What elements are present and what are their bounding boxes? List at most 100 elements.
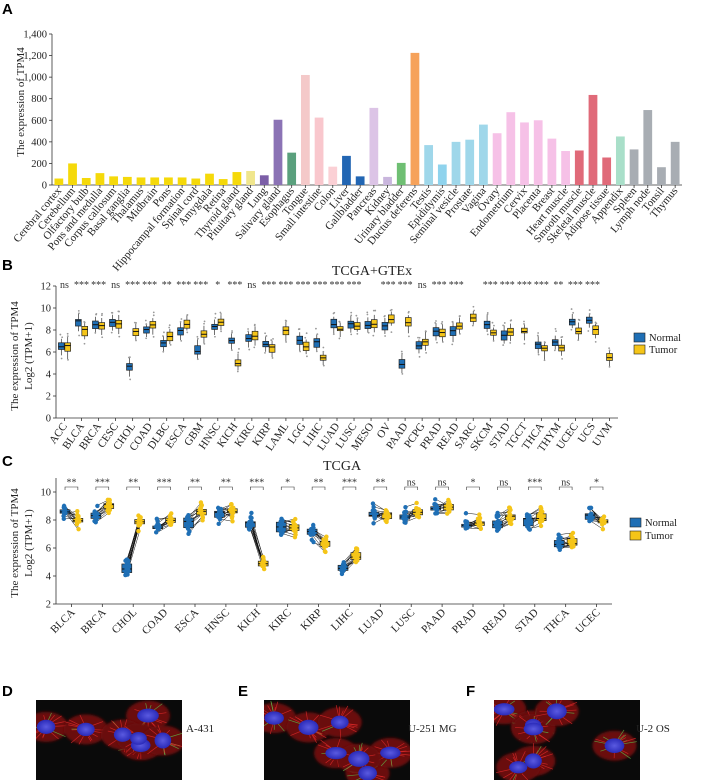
box-normal-skcm-outlier — [486, 333, 489, 336]
box-normal-acc-outlier — [60, 357, 63, 360]
paired-chart-ylabel: The expression of TPM4 — [9, 488, 21, 598]
box-chart-ylabel: The expression of TPM4 — [9, 301, 21, 411]
image-u251mg-filament — [305, 711, 309, 722]
paired-chart-x-tick-label: KIRC — [267, 607, 294, 634]
box-normal-cesc-outlier — [110, 331, 113, 334]
box-tumor-gbm-outlier — [203, 343, 206, 345]
box-tumor-lusc-outlier — [356, 317, 359, 320]
point-tumor-kich — [261, 555, 266, 560]
bar-pancreas — [369, 107, 379, 185]
box-tumor-lgg-outlier — [306, 355, 308, 358]
box-normal-lusc-outlier — [350, 314, 353, 317]
bar-chart-y-tick-label: 600 — [31, 116, 47, 127]
point-normal-lusc — [402, 516, 407, 522]
point-tumor-prad — [477, 515, 483, 521]
box-normal-coad-outlier — [145, 337, 148, 340]
box-normal-acc-outlier — [61, 336, 64, 339]
box-chart-legend: Normal Tumor — [633, 332, 681, 356]
pair-line-thca — [559, 532, 573, 535]
point-tumor-kirc — [291, 525, 296, 530]
box-normal-gbm-outlier — [197, 337, 199, 340]
image-u2os-filament — [506, 700, 510, 705]
paired-chart-y-tick-label: 6 — [46, 544, 51, 555]
image-u251mg-filament — [381, 739, 388, 748]
point-normal-lusc — [402, 520, 407, 525]
box-tumor-prad-outlier — [440, 322, 443, 325]
box-tumor-ucs — [592, 325, 599, 335]
point-tumor-thca — [568, 533, 574, 538]
box-tumor-cesc-outlier — [117, 310, 120, 313]
box-normal-kirp-outlier — [265, 335, 268, 337]
cell-line-label-a431: A-431 — [186, 723, 214, 735]
bar-cerebellum — [68, 163, 77, 185]
box-normal-lihc-outlier — [316, 333, 319, 335]
bar-thyroid-gland — [232, 172, 242, 185]
image-u2os-nucleus — [523, 722, 544, 736]
significance-blca: ** — [66, 478, 76, 489]
box-normal-ov-outlier — [384, 314, 386, 317]
bar-seminal-vesicle — [451, 141, 461, 185]
box-normal-pcpg — [415, 341, 423, 350]
box-normal-ucec-outlier — [572, 311, 575, 314]
image-u2os-filament — [494, 704, 498, 707]
significance-ov: *** — [381, 280, 396, 291]
box-chart-x-tick-label: UVM — [590, 421, 615, 449]
point-tumor-blca — [75, 519, 80, 525]
point-tumor-stad — [538, 523, 544, 529]
significance-bracket — [64, 486, 79, 490]
box-tumor-ov-outlier — [390, 331, 393, 334]
image-u2os — [494, 700, 640, 780]
bar-vagina — [479, 124, 488, 185]
image-a431-filament — [79, 714, 85, 724]
box-normal-read-outlier — [451, 320, 454, 323]
paired-chart-ylabel-unit: Log2 (TPM+1) — [23, 509, 35, 577]
significance-ucec: *** — [568, 280, 583, 291]
box-tumor-tgct — [521, 327, 528, 334]
significance-bracket — [435, 486, 449, 490]
box-normal-meso-outlier — [367, 331, 370, 334]
significance-bracket — [188, 486, 202, 490]
image-u2os-filament — [558, 717, 563, 726]
box-tumor-chol-outlier — [133, 321, 136, 324]
box-tumor-lusc-outlier — [356, 332, 359, 335]
image-u251mg-filament — [325, 757, 333, 764]
paired-chart-x-tick-label: THCA — [542, 607, 572, 637]
box-normal-paad — [398, 359, 406, 369]
paired-chart-title: TCGA — [323, 459, 362, 474]
point-tumor-esca — [200, 518, 205, 523]
significance-stad: *** — [527, 478, 542, 489]
bar-retina — [218, 179, 228, 185]
image-u251mg-filament — [325, 744, 332, 749]
image-u251mg-filament — [390, 759, 393, 767]
bar-amygdala — [205, 173, 214, 185]
significance-prad: *** — [432, 280, 447, 291]
significance-esca: ** — [190, 478, 200, 489]
box-tumor-ucec-outlier — [577, 318, 580, 321]
image-a431-filament — [157, 729, 161, 734]
box-tumor-kich-outlier — [238, 348, 240, 350]
box-normal-prad — [432, 327, 440, 337]
box-tumor-skcm-outlier — [493, 324, 495, 327]
significance-esca: *** — [176, 280, 191, 291]
point-normal-lihc — [341, 565, 346, 571]
box-tumor-uvm-outlier — [608, 365, 611, 368]
point-normal-esca — [186, 513, 191, 518]
box-tumor-hnsc-outlier — [220, 313, 222, 315]
box-normal-meso-outlier — [366, 311, 369, 314]
panel-label-b: B — [2, 257, 13, 274]
image-a431-filament — [68, 724, 79, 728]
box-normal-lihc — [313, 338, 321, 348]
legend-normal-swatch — [633, 332, 646, 343]
box-tumor-chol — [132, 328, 140, 336]
box-normal-chol-outlier — [129, 378, 132, 381]
image-a431-filament — [154, 719, 162, 724]
bar-chart-y-tick-label: 1,000 — [23, 73, 47, 84]
box-tumor-thym-outlier — [561, 358, 564, 360]
bar-tonsil — [657, 167, 666, 185]
significance-coad: *** — [142, 280, 157, 291]
image-a431-filament — [124, 726, 134, 733]
significance-read: ns — [499, 478, 508, 489]
image-u251mg-filament — [359, 742, 363, 752]
point-normal-kich — [247, 527, 252, 532]
point-normal-read — [493, 522, 499, 528]
